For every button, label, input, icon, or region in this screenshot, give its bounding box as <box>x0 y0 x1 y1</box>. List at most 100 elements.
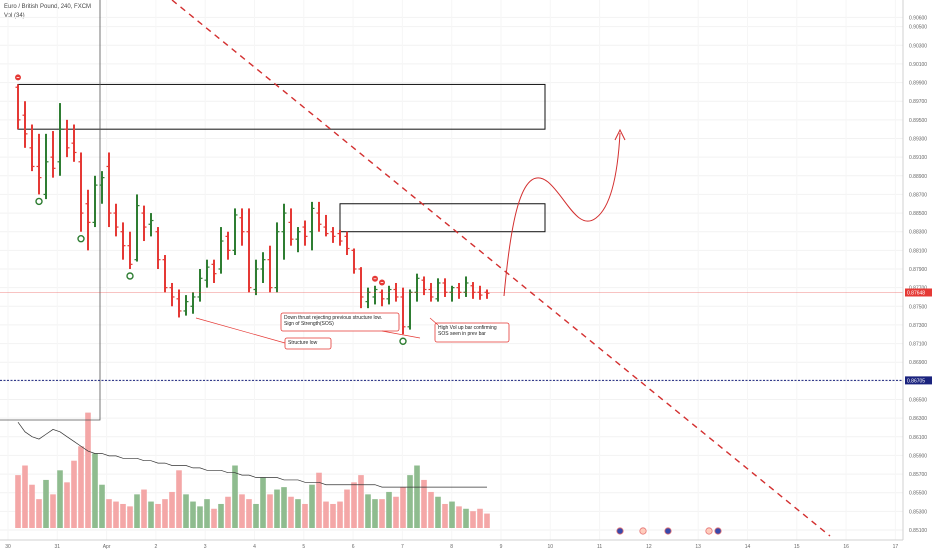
connector-down-thrust <box>381 330 421 339</box>
ohlc-bar <box>463 276 469 297</box>
time-tick-label: 3 <box>204 544 207 550</box>
price-tick-label: 0.89700 <box>909 99 927 105</box>
volume-bar <box>477 508 483 528</box>
time-tick-label: 6 <box>352 544 355 550</box>
volume-bar <box>169 491 175 528</box>
annotation-text: Structure low <box>288 340 318 346</box>
volume-bar <box>428 491 434 528</box>
volume-bar <box>414 465 420 528</box>
ohlc-bar <box>176 289 182 318</box>
price-tick-label: 0.86500 <box>909 398 927 404</box>
economic-event-icon <box>616 527 624 535</box>
support-label: 0.86705 <box>907 378 925 384</box>
volume-bar <box>246 499 252 528</box>
ohlc-bar <box>22 101 28 148</box>
volume-bar <box>449 501 455 528</box>
volume-bar <box>274 489 280 528</box>
volume-indicator-title: Vol (34) <box>4 13 25 19</box>
ohlc-bar <box>435 278 441 302</box>
ohlc-bar <box>365 287 371 309</box>
ohlc-bar <box>337 229 343 246</box>
time-tick-label: 14 <box>745 544 751 550</box>
economic-event-icon <box>664 527 672 535</box>
current-price-label: 0.87648 <box>907 290 925 296</box>
ohlc-bar <box>407 289 413 330</box>
ohlc-bar <box>29 124 35 172</box>
chart-legend: Euro / British Pound, 240, FXCM Vol (34) <box>4 3 91 21</box>
volume-bar <box>365 494 371 528</box>
volume-bar <box>281 487 287 528</box>
volume-bar <box>225 496 231 528</box>
price-tick-label: 0.88900 <box>909 174 927 180</box>
time-tick-label: 12 <box>646 544 652 550</box>
time-tick-label: 2 <box>155 544 158 550</box>
ohlc-bar <box>197 269 203 302</box>
price-tick-label: 0.87300 <box>909 323 927 329</box>
range-frame <box>0 0 101 421</box>
ohlc-bar <box>330 227 336 243</box>
volume-bar <box>218 503 224 528</box>
overlays <box>0 0 903 537</box>
ohlc-bar <box>281 203 287 260</box>
volume-bar <box>386 491 392 528</box>
annotation-text: Sign of Strength(SOS) <box>284 321 334 327</box>
time-tick-label: 10 <box>548 544 554 550</box>
price-tick-label: 0.88300 <box>909 230 927 236</box>
ohlc-bar <box>288 208 294 246</box>
volume-bar <box>400 487 406 528</box>
ohlc-bar <box>239 208 245 246</box>
connector-high-vol <box>429 317 439 326</box>
price-axis[interactable]: 0.85100 0.85300 0.85500 0.85700 0.85900 0.861… <box>902 0 932 540</box>
volume-bar <box>197 506 203 528</box>
time-tick-label: 4 <box>253 544 256 550</box>
volume-bar <box>127 506 133 528</box>
volume-bar <box>470 511 476 528</box>
ohlc-bar <box>106 152 112 228</box>
economic-event-icon <box>714 527 722 535</box>
time-axis[interactable]: 3031Apr234567891011121314151617181920212… <box>0 539 932 550</box>
price-tick-label: 0.85700 <box>909 472 927 478</box>
volume-bar <box>288 496 294 528</box>
volume-bar <box>330 503 336 528</box>
ohlc-bar <box>260 252 266 283</box>
symbol-title: Euro / British Pound, 240, FXCM <box>4 4 92 10</box>
buy-signal-marker <box>399 337 407 345</box>
annotation-text: SOS seen in prev bar <box>438 331 486 337</box>
ohlc-bar <box>183 295 189 316</box>
time-tick-label: 9 <box>500 544 503 550</box>
volume-bar <box>421 479 427 528</box>
ohlc-bar <box>400 287 406 335</box>
ohlc-bar <box>449 285 455 302</box>
ohlc-bar <box>204 259 210 288</box>
price-tick-label: 0.87500 <box>909 304 927 310</box>
volume-bar <box>155 503 161 528</box>
economic-event-icon <box>639 527 647 535</box>
volume-bar <box>484 513 490 528</box>
volume-bar <box>253 503 259 528</box>
time-tick-label: 31 <box>55 544 61 550</box>
time-tick-label: 11 <box>597 544 602 550</box>
volume-bar <box>295 499 301 528</box>
ohlc-bar <box>232 208 238 256</box>
annotation-text: High Vol up bar confirming <box>438 325 497 331</box>
volume-bar <box>36 499 42 528</box>
ohlc-bar <box>316 201 322 232</box>
volume-bar <box>302 503 308 528</box>
volume-bar <box>344 489 350 528</box>
volume-bar <box>393 496 399 528</box>
volume-bar <box>463 508 469 528</box>
volume-bar <box>435 496 441 528</box>
ohlc-bar <box>379 289 385 307</box>
volume-bar <box>442 503 448 528</box>
ohlc-bar <box>85 189 91 251</box>
volume-bar <box>267 494 273 528</box>
ohlc-bar <box>323 214 329 237</box>
volume-bar <box>162 499 168 528</box>
price-tick-label: 0.85500 <box>909 491 927 497</box>
price-tick-label: 0.85900 <box>909 453 927 459</box>
connector-structure-low <box>195 317 286 344</box>
ohlc-bar <box>64 119 70 158</box>
volume-bar <box>43 479 49 528</box>
volume-bar <box>351 482 357 528</box>
